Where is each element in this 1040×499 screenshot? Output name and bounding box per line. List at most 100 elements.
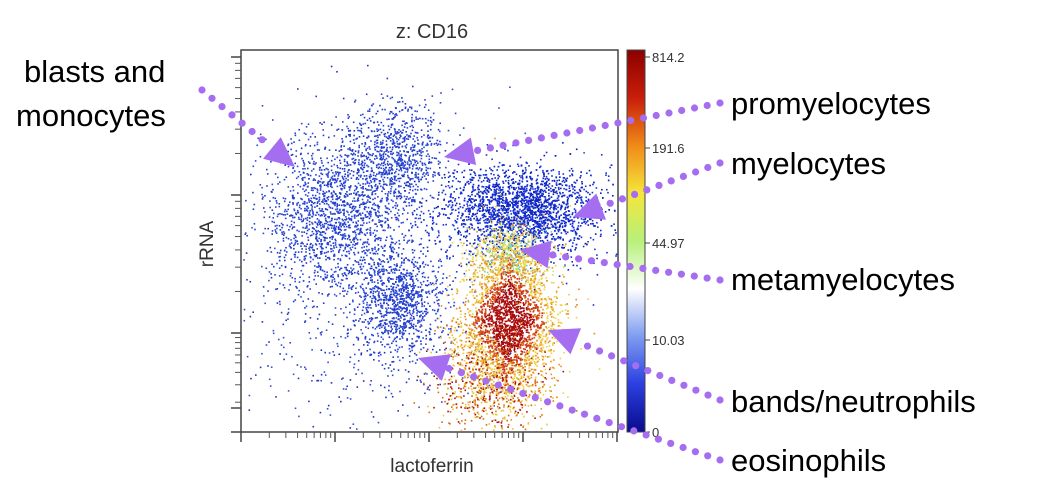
scatter-point [335, 198, 337, 200]
scatter-point [407, 212, 409, 214]
scatter-point [394, 243, 396, 245]
scatter-point [325, 200, 327, 202]
scatter-point [402, 162, 404, 164]
scatter-point [377, 352, 380, 354]
scatter-point [404, 107, 407, 110]
scatter-point [321, 210, 323, 212]
scatter-point [515, 194, 518, 197]
scatter-point [386, 302, 388, 305]
scatter-point [403, 201, 405, 204]
scatter-point [421, 205, 423, 208]
scatter-point [416, 150, 419, 153]
scatter-point [369, 201, 372, 203]
scatter-point [327, 172, 329, 175]
scatter-point [388, 276, 391, 279]
scatter-point [315, 254, 318, 257]
scatter-point [372, 252, 375, 255]
scatter-point [246, 234, 248, 237]
scatter-point [369, 274, 372, 276]
scatter-point [379, 302, 382, 305]
scatter-point [418, 335, 421, 338]
scatter-point [389, 192, 392, 195]
scatter-point [402, 300, 405, 302]
scatter-point [363, 159, 366, 162]
scatter-point [371, 301, 373, 304]
scatter-point [421, 298, 423, 300]
scatter-point [562, 216, 565, 219]
scatter-point [422, 151, 424, 153]
scatter-point [422, 347, 425, 349]
scatter-point [341, 218, 344, 221]
scatter-point [383, 133, 385, 136]
scatter-point [428, 155, 431, 158]
scatter-point [425, 144, 427, 147]
scatter-point [416, 379, 418, 382]
scatter-point [406, 306, 408, 309]
scatter-point [384, 132, 387, 135]
scatter-point [337, 275, 340, 278]
scatter-point [379, 158, 381, 160]
scatter-point [363, 278, 365, 281]
scatter-point [454, 204, 457, 207]
scatter-point [354, 150, 357, 152]
scatter-point [323, 198, 326, 201]
scatter-point [485, 154, 488, 156]
scatter-point [521, 174, 523, 177]
scatter-point [460, 217, 462, 219]
scatter-point [403, 236, 405, 239]
scatter-point [243, 308, 246, 311]
scatter-point [369, 279, 372, 282]
scatter-point [341, 234, 343, 236]
scatter-point [400, 132, 403, 134]
scatter-point [380, 353, 382, 356]
scatter-point [453, 301, 456, 304]
scatter-point [331, 281, 333, 283]
scatter-point [436, 144, 439, 146]
scatter-point [337, 166, 339, 169]
scatter-point [362, 243, 364, 246]
scatter-point [316, 181, 319, 184]
scatter-point [392, 157, 395, 160]
scatter-point [408, 202, 410, 204]
scatter-point [369, 227, 372, 229]
scatter-point [345, 274, 348, 277]
scatter-point [334, 158, 336, 161]
scatter-point [297, 175, 300, 178]
scatter-point [362, 203, 365, 205]
scatter-point [353, 207, 356, 210]
scatter-point [402, 268, 405, 271]
scatter-point [290, 220, 293, 223]
scatter-point [286, 210, 288, 213]
scatter-point [401, 175, 404, 178]
scatter-point [349, 238, 351, 241]
scatter-point [320, 160, 323, 162]
scatter-point [416, 136, 418, 139]
scatter-point [334, 204, 336, 207]
scatter-point [375, 223, 377, 225]
scatter-point [404, 167, 406, 169]
scatter-point [388, 385, 390, 387]
scatter-point [421, 176, 424, 178]
scatter-point [376, 252, 379, 255]
scatter-point [376, 225, 378, 228]
scatter-point [289, 225, 291, 228]
scatter-point [380, 260, 383, 263]
scatter-point [379, 104, 381, 107]
scatter-point [425, 166, 428, 169]
scatter-point [369, 197, 372, 200]
scatter-point [385, 396, 387, 399]
scatter-point [408, 355, 411, 357]
scatter-point [290, 258, 293, 261]
scatter-point [368, 201, 370, 203]
scatter-point [293, 226, 296, 228]
scatter-point [316, 318, 319, 320]
scatter-point [422, 316, 424, 318]
scatter-point [360, 296, 362, 298]
scatter-point [429, 128, 432, 131]
scatter-point [419, 286, 422, 288]
scatter-point [307, 239, 310, 241]
scatter-point [345, 244, 347, 247]
scatter-point [417, 268, 420, 270]
scatter-point [399, 300, 401, 303]
scatter-point [332, 236, 334, 239]
